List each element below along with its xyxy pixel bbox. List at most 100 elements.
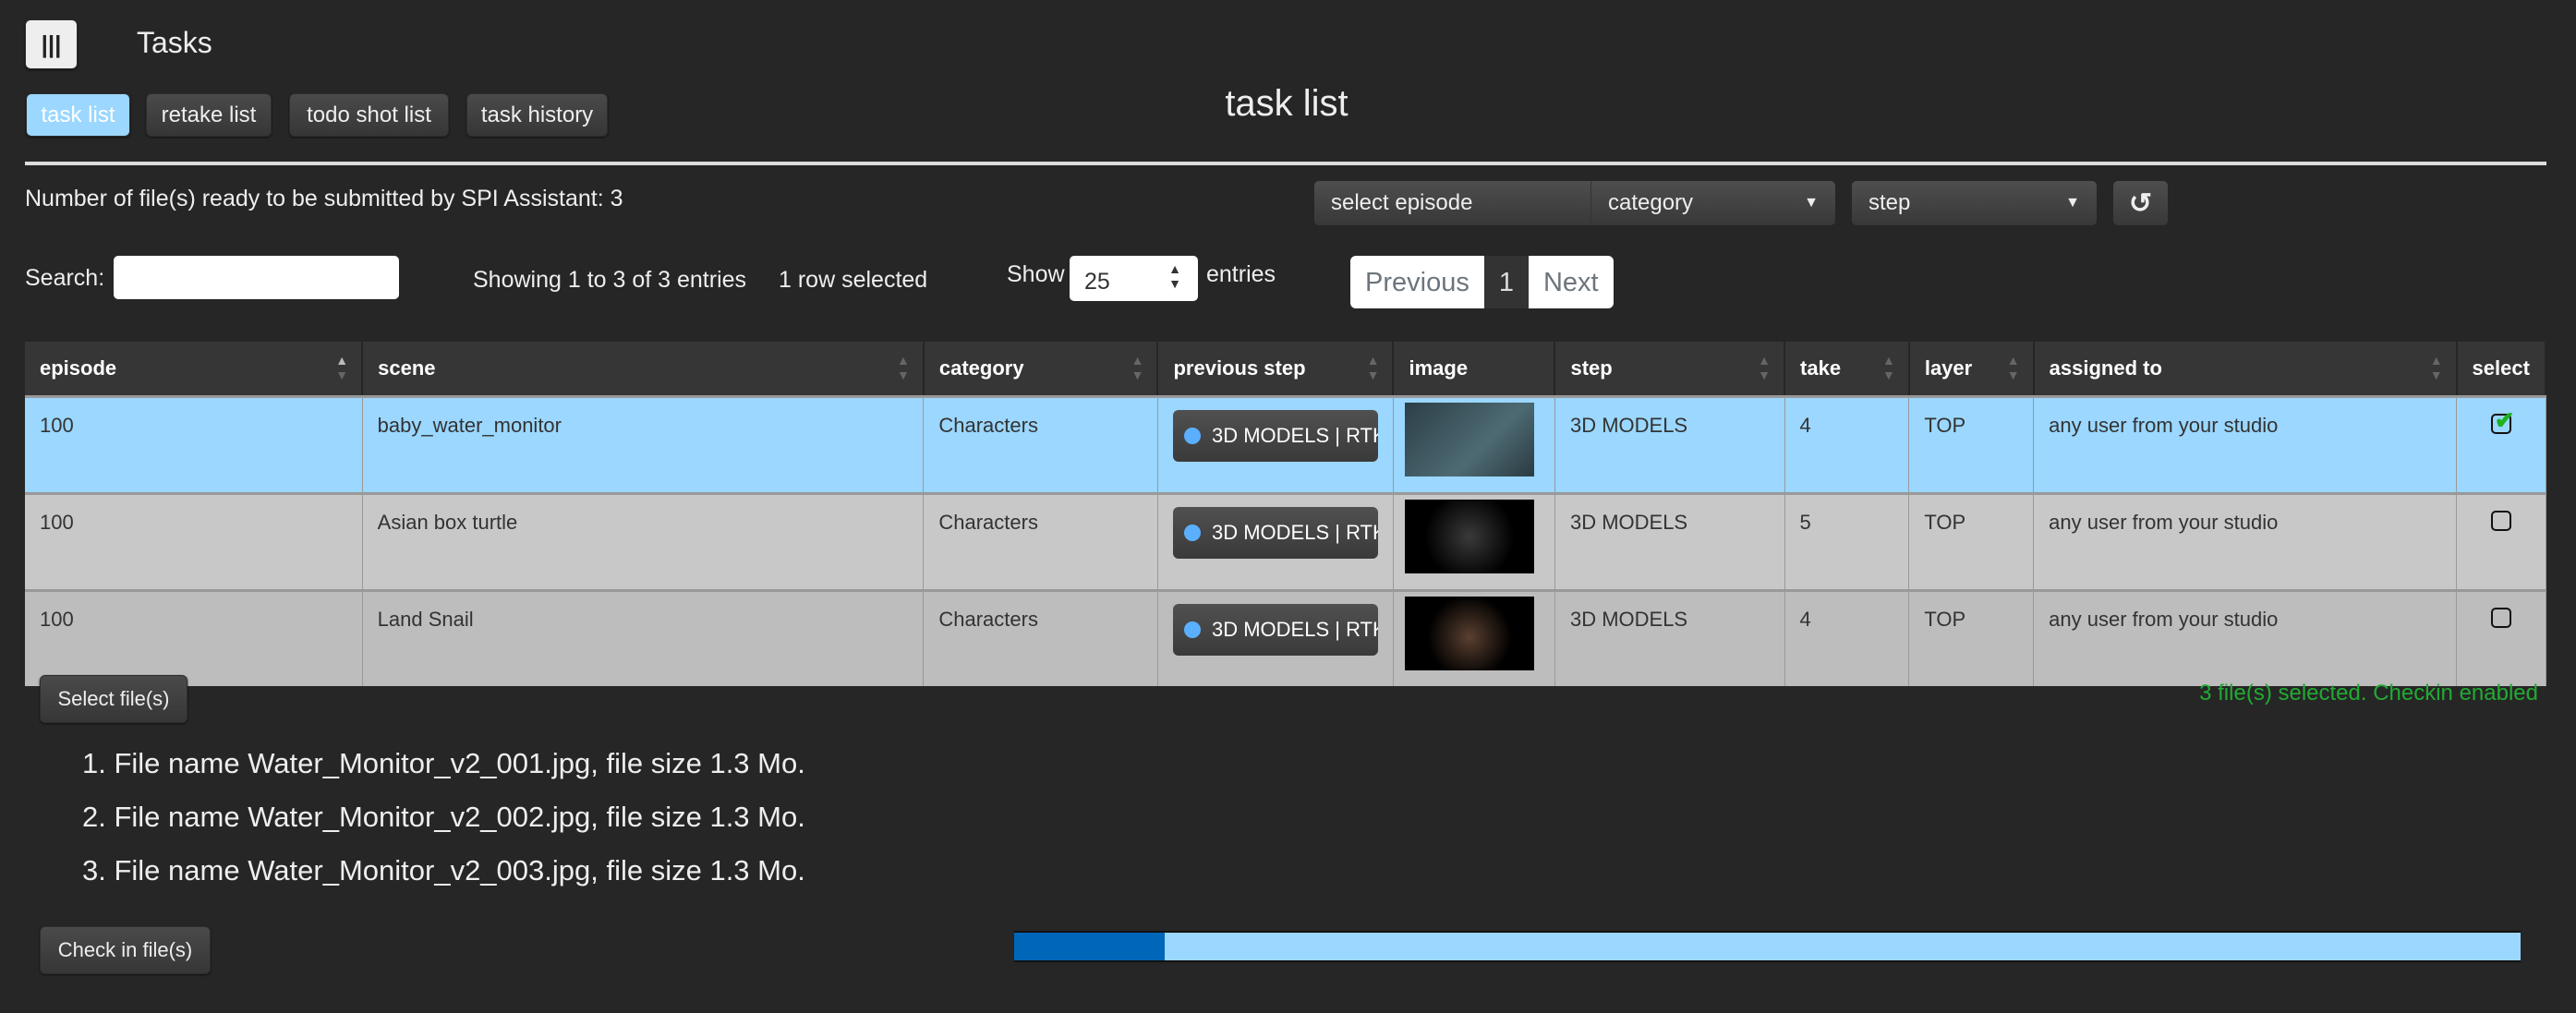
category-select[interactable]: category ▼	[1590, 181, 1835, 225]
cell-assigned-to: any user from your studio	[2033, 394, 2458, 493]
episode-select[interactable]: select episode	[1314, 181, 1590, 225]
column-header-step[interactable]: step ▲ ▼	[1554, 342, 1786, 396]
cell-image	[1393, 491, 1555, 590]
cell-previous-step: 3D MODELS | RTK	[1157, 394, 1394, 493]
thumbnail-image[interactable]	[1404, 402, 1534, 476]
next-page-button[interactable]: Next	[1542, 268, 1599, 297]
ready-count-text: Number of file(s) ready to be submitted …	[25, 186, 623, 211]
previous-page-button[interactable]: Previous	[1365, 268, 1469, 297]
cell-layer: TOP	[1908, 491, 2035, 590]
sort-icon: ▲ ▼	[335, 353, 349, 382]
cell-take: 4	[1784, 394, 1910, 493]
column-header-previous-step[interactable]: previous step ▲ ▼	[1157, 342, 1395, 396]
column-header-label: episode	[40, 356, 117, 380]
column-header-scene[interactable]: scene ▲ ▼	[362, 342, 925, 396]
thumbnail-image[interactable]	[1404, 596, 1534, 670]
pagination: Previous 1 Next	[1350, 256, 1614, 308]
entries-label: entries	[1206, 261, 1276, 287]
column-header-label: previous step	[1173, 356, 1306, 380]
sort-icon: ▲ ▼	[1758, 353, 1772, 382]
table-row[interactable]: 100 Land Snail Characters 3D MODELS | RTK 3D…	[25, 588, 2546, 686]
previous-step-button[interactable]: 3D MODELS | RTK	[1172, 409, 1378, 462]
cell-scene: Asian box turtle	[362, 491, 925, 590]
cell-assigned-to: any user from your studio	[2033, 588, 2458, 686]
search-input[interactable]	[114, 256, 399, 299]
file-item-1: 1. File name Water_Monitor_v2_001.jpg, f…	[82, 747, 805, 779]
column-header-label: layer	[1924, 356, 1973, 380]
select-checkbox[interactable]: ✔	[2490, 406, 2515, 434]
cell-image	[1393, 394, 1555, 493]
column-header-label: step	[1570, 356, 1613, 380]
cell-episode: 100	[25, 588, 363, 686]
column-header-episode[interactable]: episode ▲ ▼	[25, 342, 364, 396]
sort-icon: ▲ ▼	[1366, 353, 1380, 382]
file-item-3: 3. File name Water_Monitor_v2_003.jpg, f…	[82, 854, 805, 886]
previous-step-label: 3D MODELS | RTK	[1211, 520, 1378, 544]
tab-task-history[interactable]: task history	[466, 93, 608, 137]
page-title: task list	[1225, 83, 1348, 124]
previous-step-button[interactable]: 3D MODELS | RTK	[1172, 603, 1378, 656]
menu-button[interactable]: |||	[25, 19, 78, 69]
sort-icon: ▲ ▼	[2006, 353, 2020, 382]
select-files-button[interactable]: Select file(s)	[40, 675, 187, 723]
status-dot-icon	[1183, 621, 1201, 638]
column-header-assigned-to[interactable]: assigned to ▲ ▼	[2033, 342, 2458, 396]
select-checkbox[interactable]	[2490, 607, 2511, 628]
cell-step: 3D MODELS	[1554, 588, 1785, 686]
cell-category: Characters	[923, 491, 1158, 590]
column-header-label: image	[1409, 356, 1469, 380]
status-dot-icon	[1183, 524, 1201, 541]
category-select-label: category	[1608, 190, 1694, 215]
thumbnail-image[interactable]	[1404, 499, 1534, 573]
column-header-label: category	[938, 356, 1024, 380]
page-length-value: 25	[1084, 269, 1110, 295]
sort-icon: ▲ ▼	[1881, 353, 1895, 382]
upload-progress-bar	[1014, 931, 2521, 962]
column-header-label: assigned to	[2049, 356, 2162, 380]
page-length-select[interactable]: 25 ▲ ▼	[1070, 256, 1198, 301]
cell-image	[1393, 588, 1555, 686]
tab-retake-list[interactable]: retake list	[146, 93, 272, 137]
column-header-label: scene	[378, 356, 436, 380]
previous-step-button[interactable]: 3D MODELS | RTK	[1172, 506, 1378, 559]
step-select[interactable]: step ▼	[1852, 181, 2097, 225]
reset-filters-button[interactable]: ↺	[2113, 181, 2168, 225]
reset-icon: ↺	[2128, 187, 2153, 219]
cell-select	[2456, 588, 2546, 686]
column-header-select: select	[2456, 342, 2547, 396]
table-row[interactable]: 100 baby_water_monitor Characters 3D MODELS…	[25, 394, 2546, 493]
column-header-label: select	[2472, 356, 2530, 380]
check-in-files-button[interactable]: Check in file(s)	[40, 926, 211, 974]
select-checkbox[interactable]	[2490, 510, 2511, 531]
cell-step: 3D MODELS	[1554, 394, 1785, 493]
tab-task-list[interactable]: task list	[26, 93, 130, 137]
upload-status: 3 file(s) selected. Checkin enabled	[2199, 681, 2538, 705]
sort-icon: ▲ ▼	[1131, 353, 1144, 382]
cell-layer: TOP	[1908, 394, 2035, 493]
cell-previous-step: 3D MODELS | RTK	[1157, 588, 1394, 686]
cell-previous-step: 3D MODELS | RTK	[1157, 491, 1394, 590]
column-header-label: take	[1800, 356, 1842, 380]
column-header-category[interactable]: category ▲ ▼	[923, 342, 1159, 396]
column-header-take[interactable]: take ▲ ▼	[1784, 342, 1910, 396]
sort-icon: ▲ ▼	[897, 353, 910, 382]
previous-step-label: 3D MODELS | RTK	[1211, 617, 1378, 641]
file-item-2: 2. File name Water_Monitor_v2_002.jpg, f…	[82, 801, 805, 833]
table-row[interactable]: 100 Asian box turtle Characters 3D MODELS |…	[25, 491, 2546, 590]
column-header-image: image	[1393, 342, 1556, 396]
previous-step-label: 3D MODELS | RTK	[1211, 423, 1378, 447]
page-1-button[interactable]: 1	[1483, 256, 1529, 308]
sort-icon: ▲ ▼	[2429, 353, 2443, 382]
selection-info: 1 row selected	[779, 267, 928, 293]
cell-category: Characters	[923, 394, 1158, 493]
cell-take: 4	[1784, 588, 1910, 686]
cell-category: Characters	[923, 588, 1158, 686]
search-label: Search:	[25, 265, 105, 291]
column-header-layer[interactable]: layer ▲ ▼	[1908, 342, 2035, 396]
cell-episode: 100	[25, 491, 363, 590]
checkmark-icon: ✔	[2494, 405, 2515, 434]
app-title: Tasks	[137, 26, 212, 59]
hamburger-icon: |||	[41, 30, 62, 58]
tab-todo-shot-list[interactable]: todo shot list	[289, 93, 449, 137]
cell-step: 3D MODELS	[1554, 491, 1785, 590]
